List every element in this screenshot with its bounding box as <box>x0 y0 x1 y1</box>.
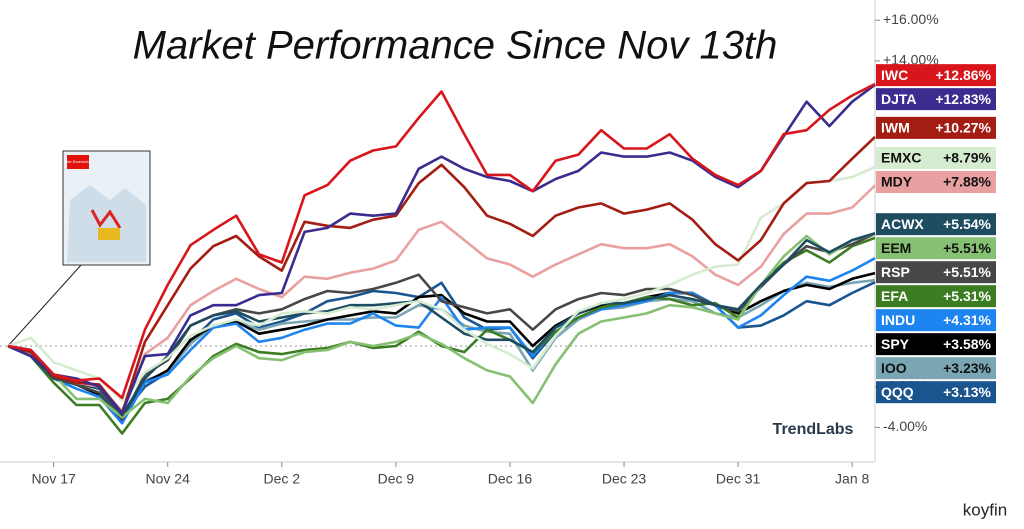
end-tag: DJTA +12.83% <box>876 88 996 111</box>
x-tick-label: Dec 31 <box>716 471 761 487</box>
series-line <box>7 165 876 403</box>
end-tag: QQQ +3.13% <box>876 381 996 404</box>
end-tag: EFA +5.31% <box>876 285 996 308</box>
y-tick-label: +16.00% <box>883 11 939 27</box>
x-tick-label: Dec 16 <box>488 471 533 487</box>
end-label: +4.31% <box>943 312 991 328</box>
y-tick-label: +14.00% <box>883 52 939 68</box>
cover-art <box>67 185 146 262</box>
end-tag: IWM +10.27% <box>876 116 996 139</box>
legend-entry: EMXC <box>881 150 921 166</box>
end-tag-bg <box>876 171 996 194</box>
legend-entry: IWC <box>881 67 908 83</box>
end-label: +12.83% <box>935 91 991 107</box>
x-tick-label: Dec 2 <box>264 471 301 487</box>
legend-entry: SPY <box>881 336 910 352</box>
end-tag: IWC +12.86% <box>876 64 996 87</box>
end-tag-bg <box>876 116 996 139</box>
end-tag-bg <box>876 381 996 404</box>
end-tag: INDU +4.31% <box>876 309 996 332</box>
cover-mast <box>67 155 89 169</box>
end-tag: RSP +5.51% <box>876 261 996 284</box>
end-label: +7.88% <box>943 174 991 190</box>
end-label: +10.27% <box>935 120 991 136</box>
legend-entry: ACWX <box>881 216 924 232</box>
cover-art <box>98 228 120 240</box>
end-tag-bg <box>876 213 996 236</box>
series-line <box>7 135 876 415</box>
x-tick-label: Nov 24 <box>146 471 191 487</box>
logo: TrendLabs <box>773 421 854 438</box>
end-tag-bg <box>876 147 996 170</box>
end-tag-bg <box>876 64 996 87</box>
x-tick-label: Dec 23 <box>602 471 647 487</box>
end-label: +8.79% <box>943 150 991 166</box>
y-tick-label: -4.00% <box>883 418 927 434</box>
end-label: +3.23% <box>943 360 991 376</box>
legend-entry: DJTA <box>881 91 917 107</box>
legend-entry: EFA <box>881 288 908 304</box>
end-label: +5.31% <box>943 288 991 304</box>
legend-entry: INDU <box>881 312 915 328</box>
cover-art <box>90 209 122 229</box>
cover-thumbnail: The Economist <box>7 150 151 347</box>
end-label: +3.58% <box>943 336 991 352</box>
legend-entry: QQQ <box>881 384 914 400</box>
legend-entry: IOO <box>881 360 907 376</box>
end-tag-bg <box>876 357 996 380</box>
end-tag-bg <box>876 88 996 111</box>
end-tag-bg <box>876 237 996 260</box>
end-tag: IOO +3.23% <box>876 357 996 380</box>
chart-title: Market Performance Since Nov 13th <box>133 24 778 68</box>
series-line <box>7 83 876 415</box>
end-tag: EEM +5.51% <box>876 237 996 260</box>
cover-pointer <box>7 263 83 347</box>
series-line <box>7 257 876 425</box>
x-tick-label: Jan 8 <box>835 471 869 487</box>
end-label: +5.54% <box>943 216 991 232</box>
legend-entry: MDY <box>881 174 913 190</box>
series-line <box>7 184 876 413</box>
end-tag-bg <box>876 333 996 356</box>
series-line <box>7 232 876 419</box>
series-line <box>7 231 876 417</box>
end-tag: EMXC +8.79% <box>876 147 996 170</box>
end-tag: ACWX +5.54% <box>876 213 996 236</box>
end-tag-bg <box>876 309 996 332</box>
legend-entry: EEM <box>881 240 911 256</box>
end-label: +5.51% <box>943 264 991 280</box>
end-label: +5.51% <box>943 240 991 256</box>
cover-text: The Economist <box>65 159 93 164</box>
x-tick-label: Nov 17 <box>31 471 76 487</box>
end-tag: SPY +3.58% <box>876 333 996 356</box>
series-line <box>7 82 876 400</box>
end-tag: MDY +7.88% <box>876 171 996 194</box>
end-label: +12.86% <box>935 67 991 83</box>
x-tick-label: Dec 9 <box>378 471 415 487</box>
end-tag-bg <box>876 285 996 308</box>
end-label: +3.13% <box>943 384 991 400</box>
series-line <box>7 236 876 435</box>
legend-entry: IWM <box>881 120 910 136</box>
end-tag-bg <box>876 261 996 284</box>
legend-entry: RSP <box>881 264 910 280</box>
source-logo: koyfin <box>963 500 1007 519</box>
